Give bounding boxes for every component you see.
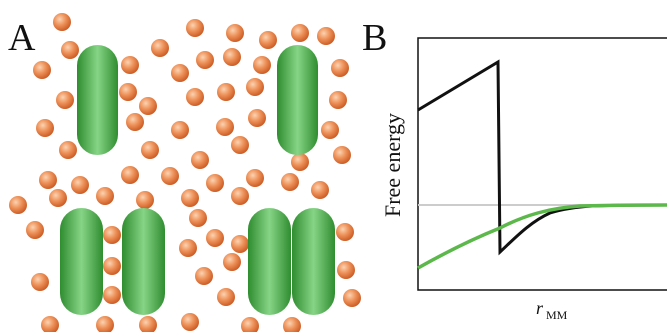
panel-label: B bbox=[362, 17, 387, 59]
particle bbox=[33, 61, 51, 79]
particle bbox=[39, 171, 57, 189]
plot-frame bbox=[418, 38, 667, 290]
capsule bbox=[60, 208, 103, 315]
particle bbox=[119, 83, 137, 101]
particle bbox=[223, 48, 241, 66]
particle bbox=[59, 141, 77, 159]
particle bbox=[231, 136, 249, 154]
particle bbox=[223, 253, 241, 271]
particle bbox=[206, 174, 224, 192]
page: {"panel_a": {"label": "A"}, "panel_b": {… bbox=[0, 0, 667, 332]
particle bbox=[343, 289, 361, 307]
particle bbox=[96, 316, 114, 332]
particle bbox=[139, 97, 157, 115]
particle bbox=[139, 316, 157, 332]
particle bbox=[291, 153, 309, 171]
particle bbox=[331, 59, 349, 77]
particle bbox=[103, 226, 121, 244]
particle bbox=[281, 173, 299, 191]
capsule bbox=[248, 208, 291, 315]
particle bbox=[311, 181, 329, 199]
particle bbox=[259, 31, 277, 49]
particle bbox=[321, 121, 339, 139]
curve-green bbox=[418, 205, 667, 268]
particle bbox=[121, 166, 139, 184]
particle bbox=[317, 27, 335, 45]
capsule bbox=[122, 208, 165, 315]
x-axis-label: r bbox=[536, 298, 544, 318]
particle bbox=[171, 121, 189, 139]
particle bbox=[31, 273, 49, 291]
particle bbox=[181, 313, 199, 331]
particle bbox=[103, 257, 121, 275]
capsule bbox=[277, 45, 318, 155]
particle bbox=[329, 91, 347, 109]
particle bbox=[283, 317, 301, 332]
particle bbox=[231, 187, 249, 205]
curve-black bbox=[418, 62, 667, 252]
particle bbox=[151, 39, 169, 57]
particle bbox=[231, 235, 249, 253]
particle bbox=[181, 189, 199, 207]
particle bbox=[49, 189, 67, 207]
y-axis-label: Free energy bbox=[380, 113, 405, 217]
figure: A B Free energy r MM bbox=[0, 0, 667, 332]
particle bbox=[186, 88, 204, 106]
particle bbox=[136, 191, 154, 209]
particle bbox=[41, 316, 59, 332]
capsule bbox=[77, 45, 118, 155]
particle bbox=[196, 51, 214, 69]
particle bbox=[253, 56, 271, 74]
particle bbox=[336, 223, 354, 241]
particle bbox=[333, 146, 351, 164]
particle bbox=[337, 261, 355, 279]
particle bbox=[217, 83, 235, 101]
particle bbox=[103, 286, 121, 304]
particle bbox=[248, 109, 266, 127]
capsule bbox=[292, 208, 335, 315]
particle bbox=[226, 24, 244, 42]
particle bbox=[71, 176, 89, 194]
particle bbox=[161, 167, 179, 185]
x-axis-label-subscript: MM bbox=[546, 308, 568, 322]
particle bbox=[96, 187, 114, 205]
particle bbox=[61, 41, 79, 59]
panel-label: A bbox=[8, 17, 36, 59]
particle bbox=[121, 56, 139, 74]
particle bbox=[217, 288, 235, 306]
particle bbox=[195, 267, 213, 285]
particle bbox=[206, 229, 224, 247]
particle bbox=[186, 19, 204, 37]
particle bbox=[246, 169, 264, 187]
particle bbox=[291, 24, 309, 42]
particle bbox=[189, 209, 207, 227]
particle bbox=[126, 113, 144, 131]
particle bbox=[241, 317, 259, 332]
particle bbox=[179, 239, 197, 257]
particle bbox=[53, 13, 71, 31]
particle bbox=[246, 78, 264, 96]
particle bbox=[9, 196, 27, 214]
particle bbox=[216, 118, 234, 136]
particle bbox=[191, 151, 209, 169]
particle bbox=[26, 221, 44, 239]
particle bbox=[56, 91, 74, 109]
particle bbox=[36, 119, 54, 137]
particle bbox=[141, 141, 159, 159]
particle bbox=[171, 64, 189, 82]
